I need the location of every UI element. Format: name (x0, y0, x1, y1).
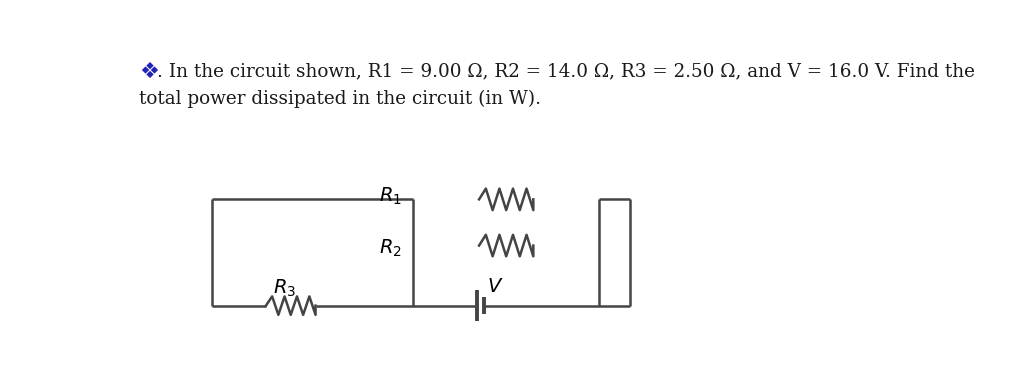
Text: $R_3$: $R_3$ (273, 278, 296, 299)
Text: ❖: ❖ (139, 62, 159, 82)
Text: . In the circuit shown, R1 = 9.00 Ω, R2 = 14.0 Ω, R3 = 2.50 Ω, and V = 16.0 V. F: . In the circuit shown, R1 = 9.00 Ω, R2 … (158, 62, 976, 80)
Text: $R_2$: $R_2$ (379, 238, 401, 259)
Text: $V$: $V$ (487, 278, 504, 296)
Text: $R_1$: $R_1$ (379, 186, 401, 207)
Text: total power dissipated in the circuit (in W).: total power dissipated in the circuit (i… (139, 89, 541, 107)
